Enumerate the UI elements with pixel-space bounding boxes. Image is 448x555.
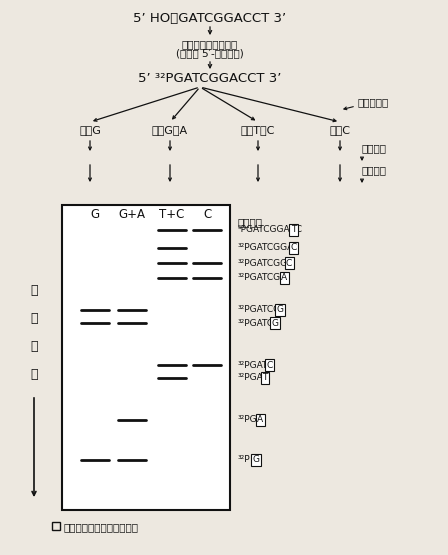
Text: G: G [252,456,259,465]
Text: 修饰G和A: 修饰G和A [152,125,188,135]
Text: ³²PGATCGG: ³²PGATCGG [238,274,288,282]
Text: 化学裂解: 化学裂解 [362,143,387,153]
Text: 向: 向 [30,367,38,381]
Text: T+C: T+C [159,209,185,221]
Text: C: C [267,361,273,370]
Text: ³²PGA: ³²PGA [238,374,264,382]
Text: G: G [276,305,284,315]
Text: 全长核酸: 全长核酸 [238,217,263,227]
Text: C: C [286,259,292,268]
Text: 电泳分离: 电泳分离 [362,165,387,175]
Text: T: T [291,225,296,235]
Text: ³²PGATC: ³²PGATC [238,319,274,327]
Text: ³²PGATCGGA: ³²PGATCGGA [238,259,294,268]
Text: G+A: G+A [119,209,146,221]
Text: G: G [90,209,99,221]
Text: A: A [257,416,263,425]
Text: G: G [271,319,279,327]
Text: ⁵PGATCGGACC: ⁵PGATCGGACC [238,225,303,235]
Text: 表示被修饰硨基及断裂位置: 表示被修饰硨基及断裂位置 [63,522,138,532]
Text: C: C [291,244,297,253]
Text: 泳: 泳 [30,311,38,325]
Text: ³²P: ³²P [238,456,250,465]
Text: 方: 方 [30,340,38,352]
Text: 5’ HO－GATCGGACCT 3’: 5’ HO－GATCGGACCT 3’ [134,12,287,24]
Text: A: A [281,274,287,282]
Text: ³²PGATCGGAC: ³²PGATCGGAC [238,244,300,253]
Bar [62,205,230,510]
Text: 5’ ³²PGATCGGACCT 3’: 5’ ³²PGATCGGACCT 3’ [138,73,282,85]
Text: ³²PGAT: ³²PGAT [238,361,268,370]
Text: 修饰T和C: 修饰T和C [241,125,275,135]
Text: C: C [203,209,211,221]
Text: ³²PGATCG: ³²PGATCG [238,305,281,315]
Bar [52,522,60,530]
Text: 修饰C: 修饰C [329,125,350,135]
Text: ³²PG: ³²PG [238,416,258,425]
Text: 电: 电 [30,284,38,296]
Text: 不完全修饰: 不完全修饰 [358,97,389,107]
Text: T: T [262,374,267,382]
Text: (此例为 5′-末端标记): (此例为 5′-末端标记) [176,48,244,58]
Text: 单端放射同位素标记: 单端放射同位素标记 [182,39,238,49]
Text: 修饰G: 修饰G [79,125,101,135]
